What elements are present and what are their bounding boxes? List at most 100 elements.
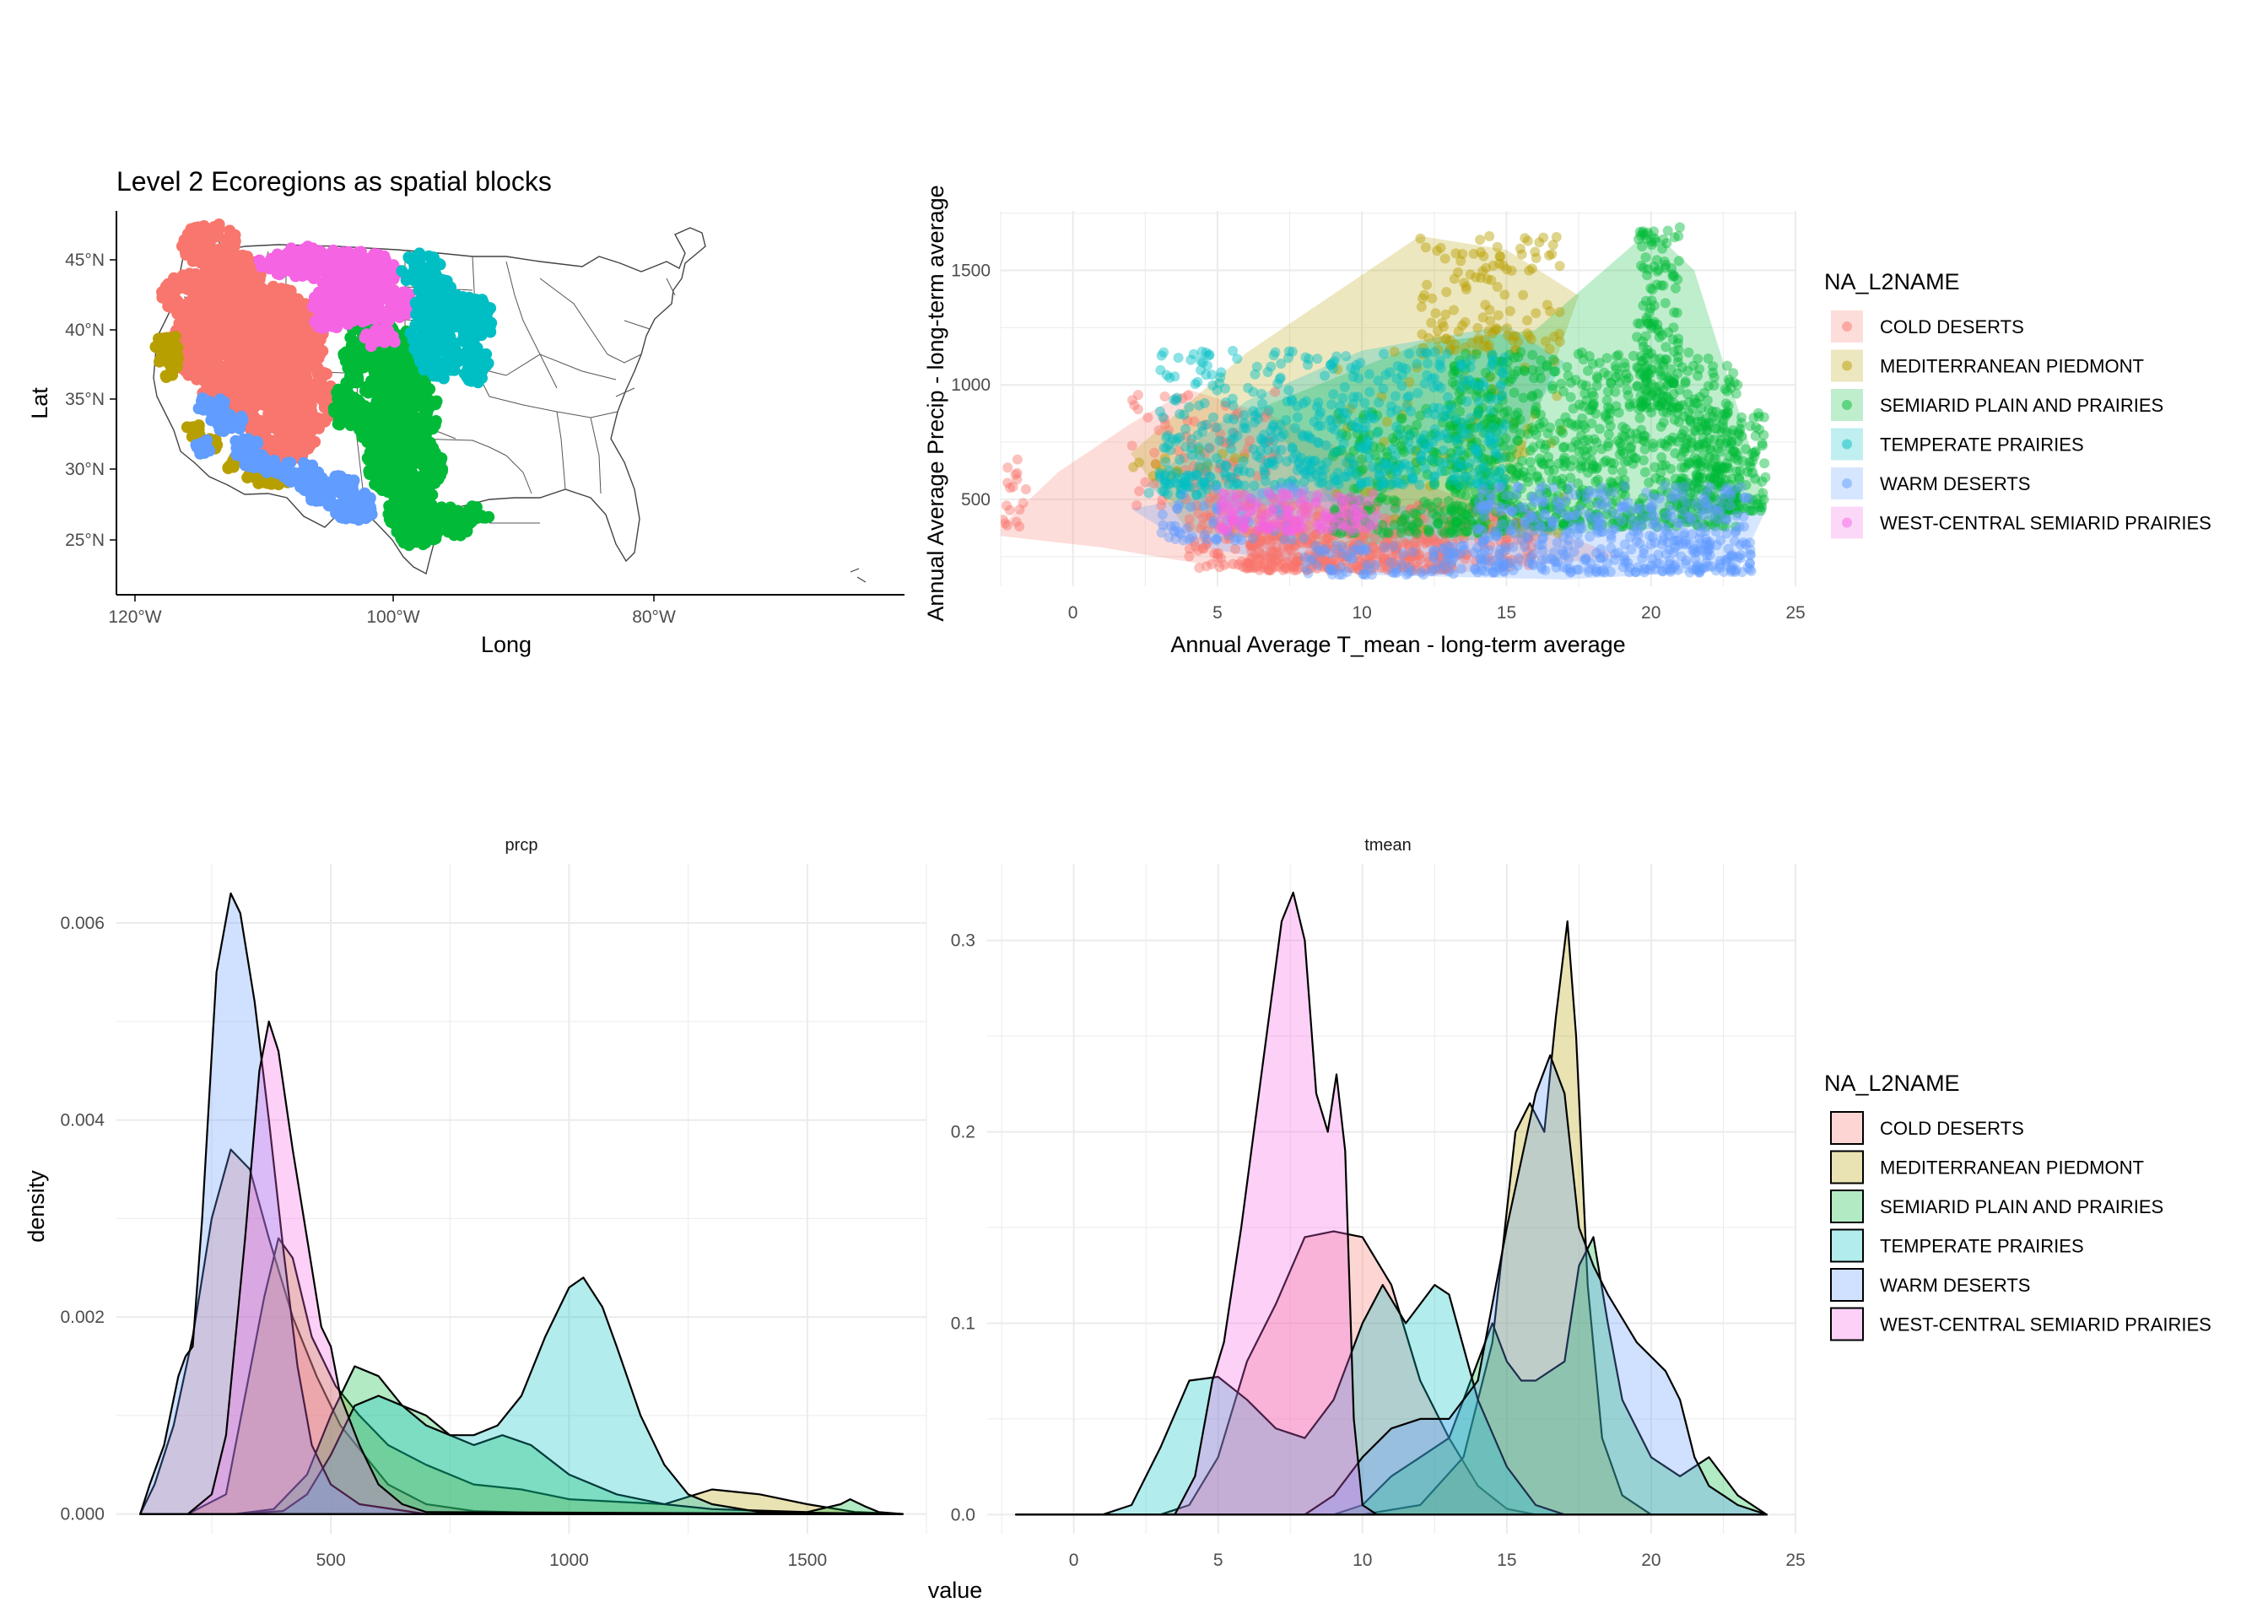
map-y-ticks: 25°N 30°N 35°N 40°N 45°N bbox=[65, 251, 116, 550]
scatter-point bbox=[1134, 486, 1144, 496]
map-point bbox=[398, 300, 410, 312]
map-point bbox=[278, 426, 289, 438]
scatter-point bbox=[1409, 538, 1419, 548]
map-y-label: Lat bbox=[27, 387, 52, 419]
scatter-point bbox=[1390, 347, 1400, 357]
map-point bbox=[150, 342, 162, 353]
scatter-point bbox=[1002, 500, 1012, 510]
map-point bbox=[427, 419, 439, 431]
scatter-point bbox=[1140, 477, 1150, 488]
map-point bbox=[452, 505, 464, 517]
map-point bbox=[194, 319, 206, 331]
scatter-point bbox=[1012, 517, 1022, 527]
scatter-point bbox=[1552, 232, 1562, 242]
map-point bbox=[468, 346, 480, 358]
scatter-point bbox=[1439, 321, 1449, 332]
scatter-point bbox=[1133, 404, 1143, 414]
map-x-label: Long bbox=[481, 632, 532, 657]
scatter-point bbox=[1495, 251, 1505, 262]
scatter-point bbox=[1493, 325, 1503, 335]
map-y-tick-label: 25°N bbox=[65, 531, 105, 550]
map-point bbox=[405, 414, 417, 426]
scatter-point bbox=[1154, 425, 1164, 435]
map-point bbox=[261, 328, 273, 340]
scatter-point bbox=[1012, 455, 1023, 465]
map-point bbox=[236, 370, 248, 381]
scatter-point bbox=[1502, 323, 1512, 333]
map-point bbox=[413, 247, 425, 259]
scatter-point bbox=[1450, 274, 1460, 284]
scatter-point bbox=[1128, 462, 1138, 472]
scatter-point bbox=[1002, 521, 1012, 531]
map-point bbox=[402, 448, 414, 460]
map-point bbox=[164, 335, 176, 347]
scatter-point bbox=[1012, 474, 1022, 484]
map-point bbox=[220, 234, 232, 245]
map-point bbox=[214, 393, 226, 405]
scatter-point bbox=[1555, 261, 1565, 271]
map-point bbox=[364, 465, 375, 477]
map-point bbox=[339, 474, 351, 486]
scatter-point bbox=[1133, 390, 1143, 400]
map-point bbox=[425, 489, 437, 501]
map-point bbox=[185, 240, 197, 252]
scatter-point bbox=[1382, 417, 1392, 427]
map-point bbox=[189, 350, 201, 362]
scatter-point bbox=[1579, 402, 1589, 412]
map-point bbox=[160, 371, 172, 383]
map-point bbox=[261, 340, 273, 352]
scatter-point bbox=[1255, 565, 1265, 575]
map-point bbox=[284, 442, 296, 454]
map-point bbox=[222, 350, 234, 362]
map-point bbox=[309, 436, 321, 448]
scatter-point bbox=[1640, 467, 1650, 477]
scatter-point bbox=[1473, 336, 1483, 346]
map-point bbox=[379, 375, 391, 386]
map-point bbox=[348, 391, 360, 403]
map-ecoregion-points bbox=[150, 219, 498, 551]
map-point bbox=[417, 440, 429, 452]
map-point bbox=[422, 346, 434, 358]
map-point bbox=[395, 482, 407, 494]
scatter-point bbox=[1241, 564, 1251, 574]
map-point bbox=[181, 421, 193, 433]
scatter-point bbox=[1183, 391, 1193, 401]
map-point bbox=[408, 514, 419, 526]
map-x-tick-label: 100°W bbox=[366, 607, 419, 627]
map-point bbox=[477, 308, 489, 320]
map-point bbox=[263, 396, 275, 407]
map-point bbox=[435, 295, 447, 307]
map-point bbox=[298, 483, 310, 495]
map-point bbox=[392, 401, 403, 413]
scatter-point bbox=[1635, 413, 1645, 424]
map-point bbox=[317, 293, 329, 305]
map-point bbox=[344, 284, 356, 296]
scatter-point bbox=[1266, 546, 1276, 556]
map-point bbox=[284, 475, 295, 487]
map-point bbox=[462, 356, 474, 368]
map-point bbox=[240, 454, 252, 466]
scatter-point bbox=[1417, 302, 1427, 312]
map-point bbox=[429, 398, 441, 410]
map-panel: Level 2 Ecoregions as spatial blocks bbox=[27, 166, 904, 657]
map-point bbox=[223, 335, 235, 347]
scatter-point bbox=[1515, 244, 1526, 254]
map-point bbox=[294, 380, 306, 391]
map-point bbox=[462, 325, 474, 337]
map-point bbox=[237, 250, 249, 262]
scatter-point bbox=[1149, 448, 1159, 458]
scatter-point bbox=[1545, 344, 1555, 354]
map-point bbox=[171, 295, 183, 307]
map-point bbox=[289, 326, 300, 337]
scatter-point bbox=[1524, 266, 1534, 276]
map-point bbox=[375, 387, 387, 399]
scatter-point bbox=[1449, 305, 1459, 316]
map-point bbox=[331, 386, 343, 398]
map-point bbox=[373, 249, 385, 261]
map-point bbox=[306, 460, 318, 472]
map-point bbox=[339, 499, 351, 510]
map-point bbox=[478, 297, 489, 309]
scatter-point bbox=[1228, 558, 1239, 569]
